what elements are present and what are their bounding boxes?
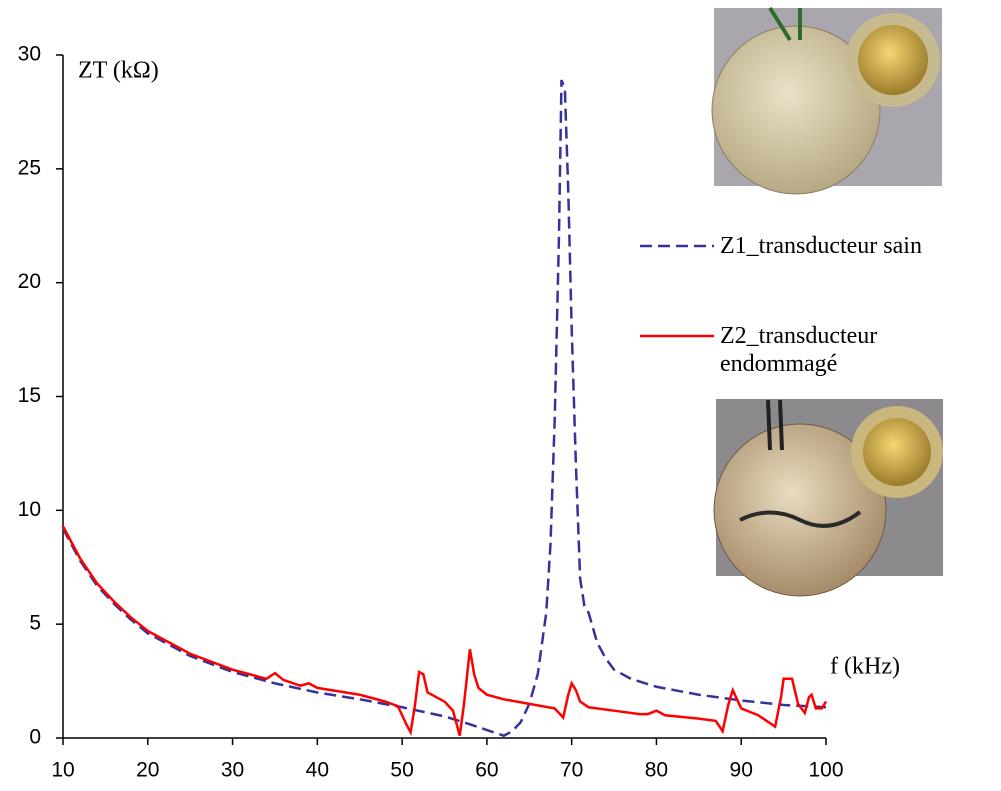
x-tick-label: 70 (560, 759, 583, 782)
y-tick-label: 0 (29, 726, 41, 749)
photo-healthy (711, 6, 942, 195)
x-tick-label: 100 (808, 759, 843, 782)
x-tick-label: 80 (645, 759, 668, 782)
x-tick-label: 50 (390, 759, 413, 782)
series-line (61, 525, 828, 737)
x-tick-label: 40 (306, 759, 329, 782)
y-tick-label: 30 (18, 43, 41, 66)
x-tick-label: 10 (51, 759, 74, 782)
x-tick-label: 60 (475, 759, 498, 782)
y-tick-label: 5 (29, 612, 41, 635)
legend-label: Z2_transducteur endommagé (720, 323, 878, 377)
x-tick-label: 20 (136, 759, 159, 782)
x-tick-label: 90 (730, 759, 753, 782)
y-tick-label: 10 (18, 498, 41, 521)
legend-label: Z1_transducteur sain (720, 233, 922, 259)
photo-damaged (713, 399, 943, 597)
y-axis-label: ZT (kΩ) (78, 58, 159, 84)
x-axis-label: f (kHz) (830, 654, 900, 680)
y-tick-label: 20 (18, 270, 41, 293)
series-line (61, 79, 827, 738)
x-tick-label: 30 (221, 759, 244, 782)
y-tick-label: 25 (18, 156, 41, 179)
y-tick-label: 15 (18, 384, 41, 407)
